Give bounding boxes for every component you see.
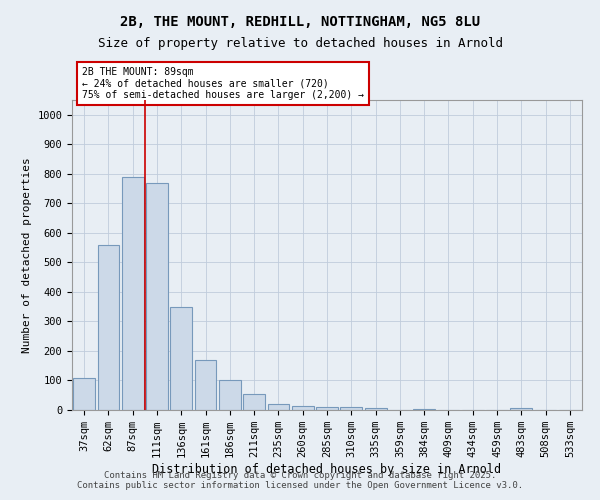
Bar [194,360,217,410]
Bar [413,408,435,410]
Y-axis label: Number of detached properties: Number of detached properties [22,157,32,353]
Bar [292,406,314,410]
Bar [73,378,95,410]
Bar [511,408,532,410]
Bar [340,407,362,410]
Bar [170,306,192,410]
Bar [316,407,338,410]
Bar [243,394,265,410]
Text: Contains HM Land Registry data © Crown copyright and database right 2025.
Contai: Contains HM Land Registry data © Crown c… [77,470,523,490]
X-axis label: Distribution of detached houses by size in Arnold: Distribution of detached houses by size … [152,463,502,476]
Bar [146,182,168,410]
Bar [97,244,119,410]
Bar [365,408,386,410]
Bar [268,404,289,410]
Text: Size of property relative to detached houses in Arnold: Size of property relative to detached ho… [97,38,503,51]
Bar [122,177,143,410]
Bar [219,380,241,410]
Text: 2B THE MOUNT: 89sqm
← 24% of detached houses are smaller (720)
75% of semi-detac: 2B THE MOUNT: 89sqm ← 24% of detached ho… [82,67,364,100]
Text: 2B, THE MOUNT, REDHILL, NOTTINGHAM, NG5 8LU: 2B, THE MOUNT, REDHILL, NOTTINGHAM, NG5 … [120,15,480,29]
